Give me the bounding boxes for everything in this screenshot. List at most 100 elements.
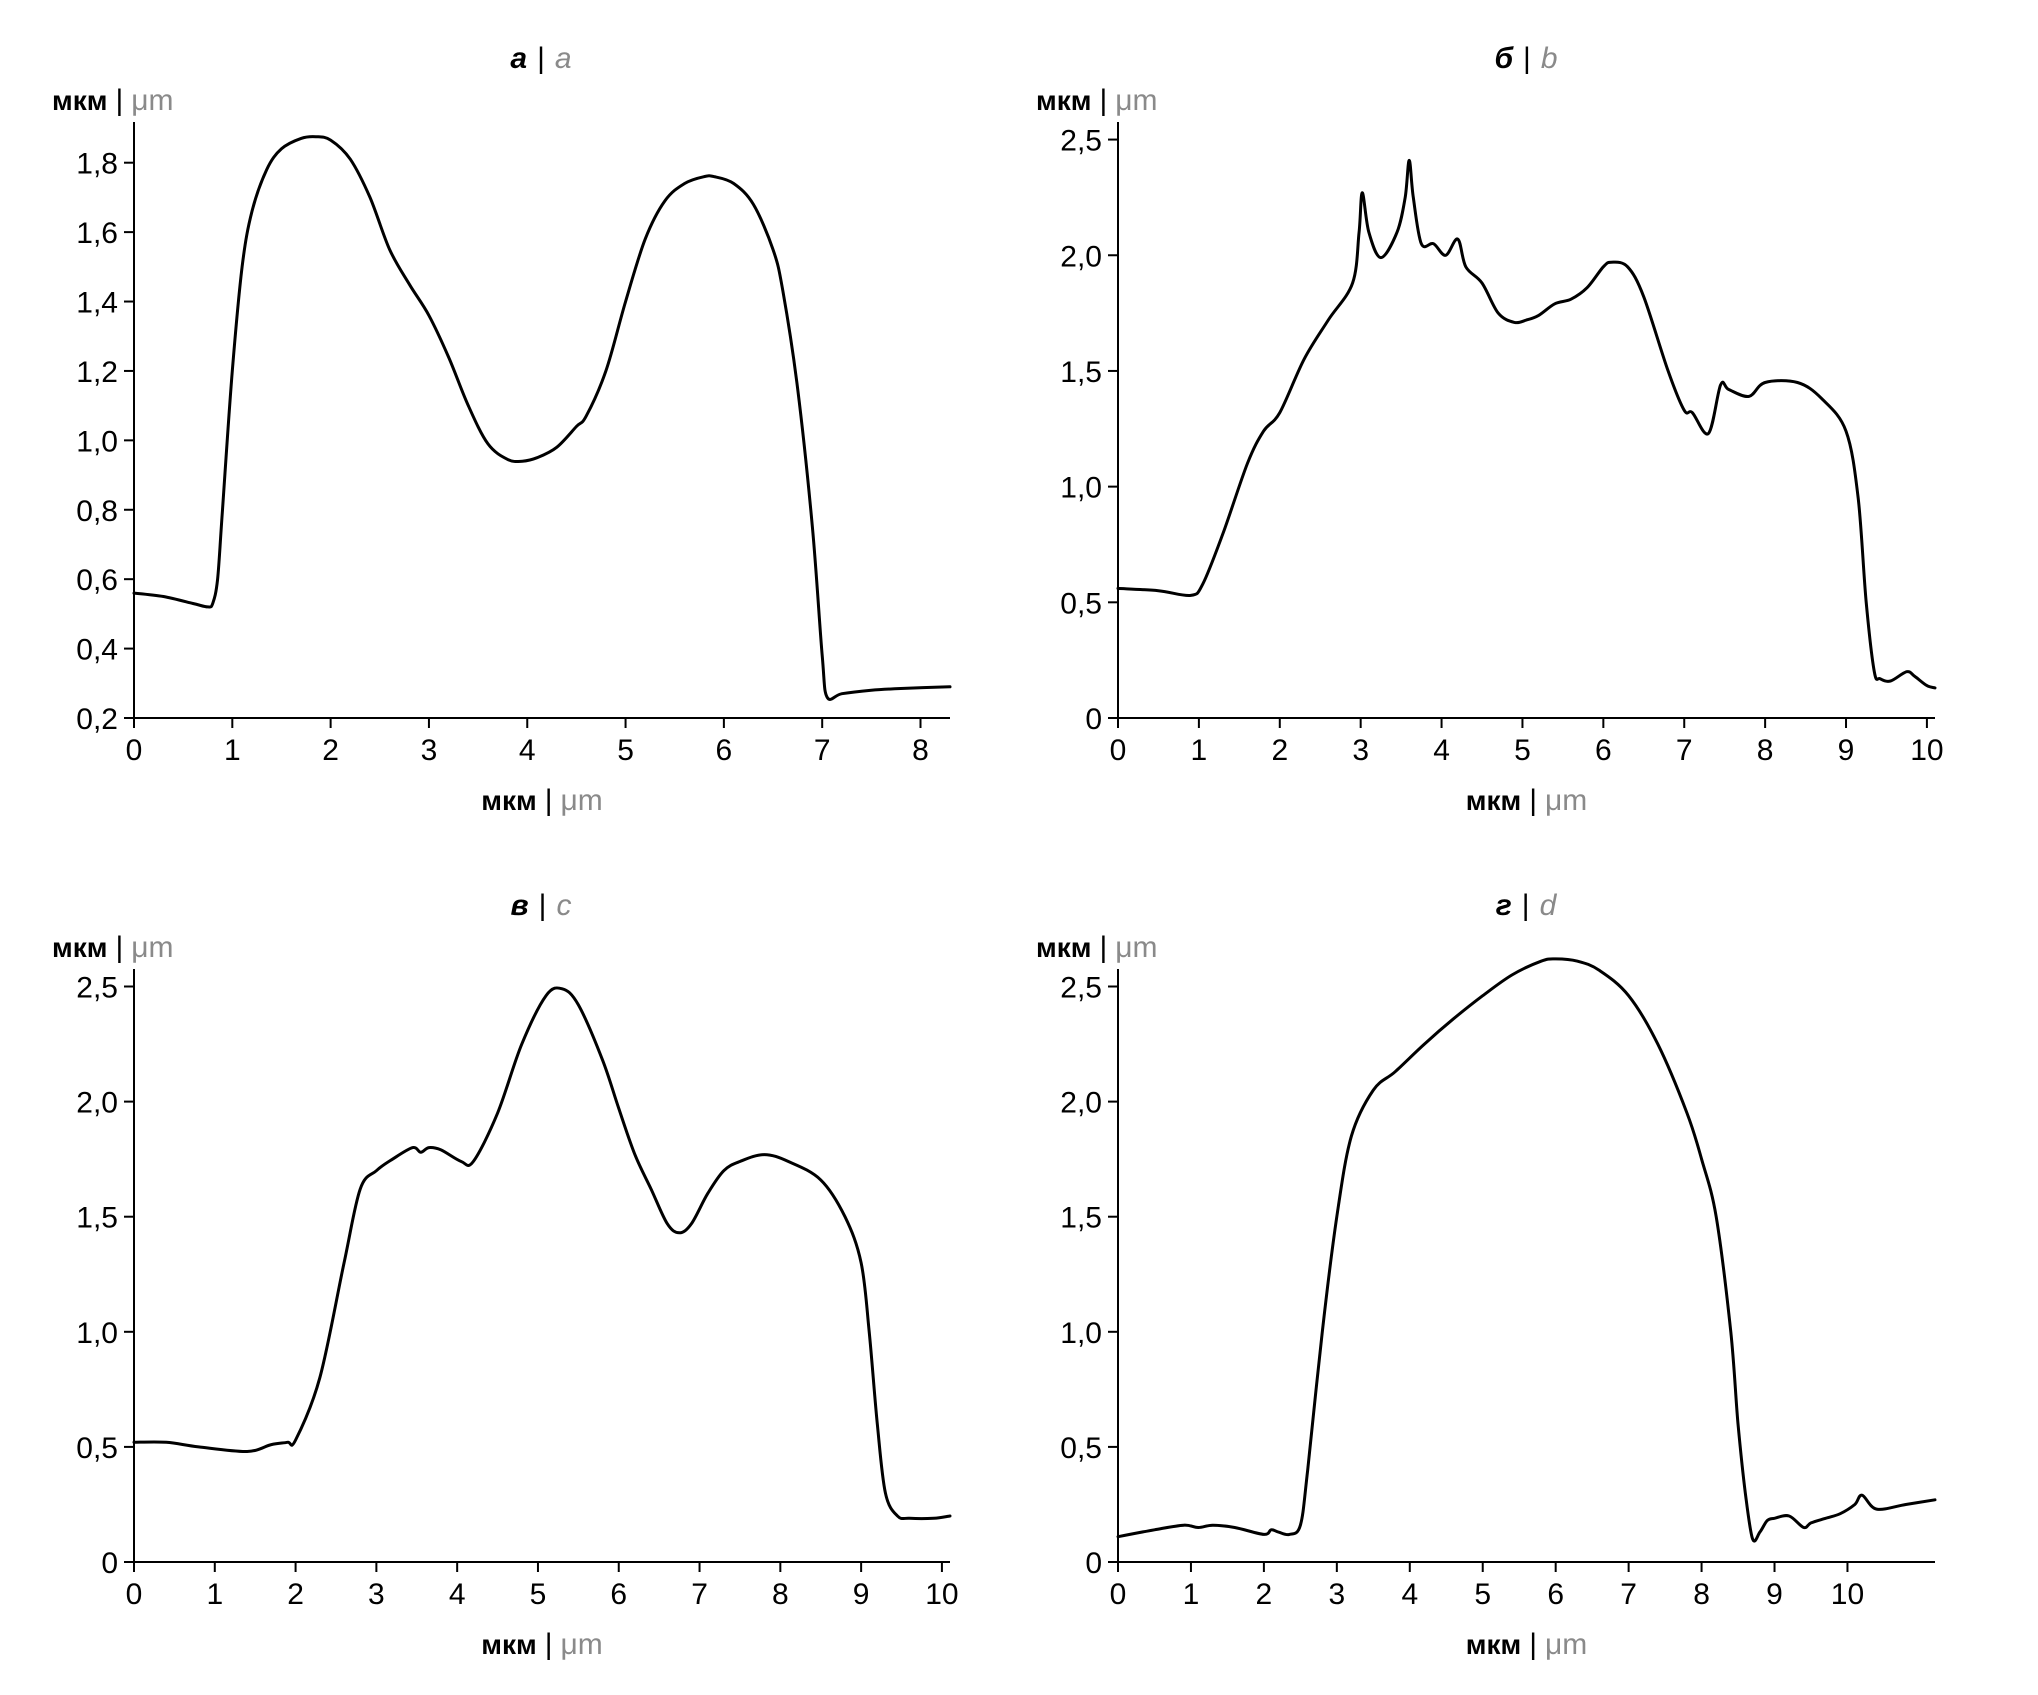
y-axis-label: мкм | μm [52, 931, 174, 964]
y-tick-label: 0,8 [76, 495, 118, 528]
x-tick-label: 2 [287, 1578, 304, 1611]
y-axis-label: мкм | μm [52, 84, 174, 117]
y-axis-label: мкм | μm [1036, 84, 1158, 117]
x-tick-label: 4 [519, 734, 536, 767]
x-unit-ru: мкм [481, 1629, 536, 1660]
chart-title: а | a [510, 42, 571, 75]
y-tick-label: 2,0 [1060, 240, 1102, 273]
x-unit-en: μm [560, 784, 602, 817]
y-unit-ru: мкм [52, 932, 107, 963]
profile-line-series-0 [1116, 957, 1937, 1543]
profile-line-series-0 [132, 986, 952, 1521]
x-tick-label: 0 [126, 734, 143, 767]
x-unit-separator: | [1529, 1628, 1537, 1661]
y-axis-label: мкм | μm [1036, 931, 1158, 964]
x-unit-en: μm [1545, 1628, 1587, 1661]
x-tick-label: 4 [1433, 734, 1450, 767]
y-tick-label: 1,0 [76, 425, 118, 458]
x-tick-label: 10 [1910, 734, 1943, 767]
x-tick-label: 5 [1474, 1578, 1491, 1611]
y-tick-label: 1,5 [76, 1202, 118, 1235]
title-en: c [556, 889, 571, 922]
x-tick-label: 8 [912, 734, 929, 767]
x-tick-label: 3 [1328, 1578, 1345, 1611]
title-separator: | [1523, 42, 1531, 75]
title-ru: в [511, 889, 529, 922]
y-tick-label: 1,0 [76, 1317, 118, 1350]
title-ru: а [510, 42, 527, 75]
x-tick-label: 1 [1191, 734, 1208, 767]
y-tick-label: 1,8 [76, 148, 118, 181]
x-tick-label: 9 [853, 1578, 870, 1611]
x-tick-label: 5 [617, 734, 634, 767]
y-tick-label: 1,4 [76, 287, 118, 320]
x-tick-label: 1 [206, 1578, 223, 1611]
x-axis-label: мкм | μm [481, 1628, 603, 1661]
y-tick-label: 0,5 [1060, 1432, 1102, 1465]
y-unit-en: μm [131, 84, 173, 117]
y-tick-label: 0,2 [76, 703, 118, 736]
y-unit-separator: | [115, 931, 123, 964]
x-unit-en: μm [1545, 784, 1587, 817]
x-tick-label: 1 [224, 734, 241, 767]
y-tick-label: 2,0 [76, 1087, 118, 1120]
x-tick-label: 2 [322, 734, 339, 767]
title-ru: б [1494, 42, 1514, 75]
x-tick-label: 7 [1620, 1578, 1637, 1611]
title-en: b [1541, 42, 1558, 75]
title-en: d [1540, 889, 1558, 922]
x-tick-label: 9 [1838, 734, 1855, 767]
title-separator: | [1522, 889, 1530, 922]
x-axis-label: мкм | μm [481, 784, 603, 817]
x-tick-label: 8 [1693, 1578, 1710, 1611]
y-tick-label: 0 [101, 1547, 118, 1580]
title-en: a [555, 42, 572, 75]
y-tick-label: 1,5 [1060, 1202, 1102, 1235]
x-tick-label: 8 [1757, 734, 1774, 767]
profile-line-series-0 [132, 135, 952, 701]
y-unit-separator: | [1099, 84, 1107, 117]
x-tick-label: 0 [126, 1578, 143, 1611]
x-tick-label: 7 [691, 1578, 708, 1611]
x-tick-label: 7 [814, 734, 831, 767]
y-tick-label: 1,2 [76, 356, 118, 389]
x-unit-ru: мкм [1466, 785, 1521, 816]
chart-title: б | b [1494, 42, 1557, 75]
y-tick-label: 0,6 [76, 564, 118, 597]
y-unit-separator: | [115, 84, 123, 117]
x-tick-label: 7 [1676, 734, 1693, 767]
y-tick-label: 1,5 [1060, 356, 1102, 389]
x-unit-ru: мкм [481, 785, 536, 816]
y-tick-label: 2,5 [1060, 125, 1102, 158]
x-tick-label: 5 [1514, 734, 1531, 767]
x-tick-label: 9 [1766, 1578, 1783, 1611]
x-tick-label: 2 [1256, 1578, 1273, 1611]
y-unit-en: μm [131, 931, 173, 964]
y-tick-label: 2,5 [76, 972, 118, 1005]
x-tick-label: 1 [1183, 1578, 1200, 1611]
y-tick-label: 1,6 [76, 217, 118, 250]
x-tick-label: 6 [1547, 1578, 1564, 1611]
title-ru: г [1496, 889, 1512, 922]
x-tick-label: 8 [772, 1578, 789, 1611]
y-unit-en: μm [1115, 931, 1157, 964]
x-tick-label: 6 [716, 734, 733, 767]
y-tick-label: 2,0 [1060, 1087, 1102, 1120]
title-separator: | [539, 889, 547, 922]
y-tick-label: 1,0 [1060, 1317, 1102, 1350]
chart-title: в | c [511, 889, 572, 922]
chart-title: г | d [1496, 889, 1558, 922]
x-tick-label: 4 [449, 1578, 466, 1611]
x-unit-ru: мкм [1466, 1629, 1521, 1660]
x-tick-label: 4 [1401, 1578, 1418, 1611]
y-unit-separator: | [1099, 931, 1107, 964]
x-unit-en: μm [560, 1628, 602, 1661]
y-unit-ru: мкм [1036, 932, 1091, 963]
y-tick-label: 2,5 [1060, 972, 1102, 1005]
y-tick-label: 1,0 [1060, 472, 1102, 505]
x-unit-separator: | [1529, 784, 1537, 817]
